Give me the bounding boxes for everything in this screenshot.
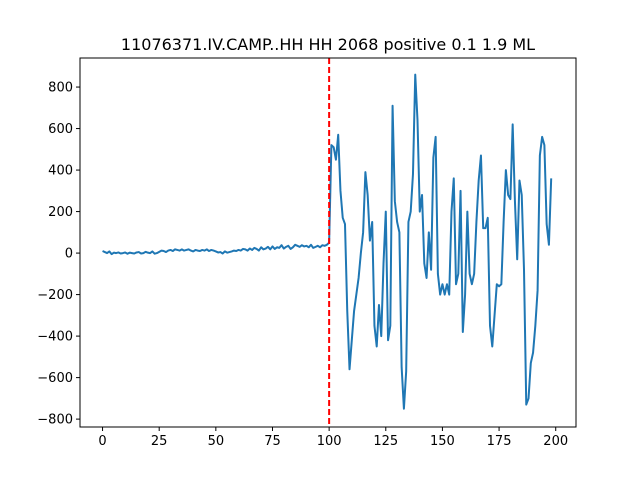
y-tick-label: 400 [48, 164, 73, 179]
axes: 0 25 50 75 100 125 150 175 200 −800 −600 −400 −200 0 2… [37, 57, 577, 449]
y-tick-label: −200 [37, 288, 73, 303]
y-tick-label: −800 [37, 413, 73, 428]
x-tick-label: 175 [487, 434, 512, 449]
y-tick-label: 600 [48, 122, 73, 137]
x-tick-label: 150 [430, 434, 455, 449]
plot-area [102, 58, 553, 427]
axes-frame [79, 57, 577, 428]
x-tick-label: 75 [264, 434, 281, 449]
x-tick-label: 0 [98, 434, 106, 449]
x-tick-label: 25 [151, 434, 168, 449]
chart-title: 11076371.IV.CAMP..HH HH 2068 positive 0.… [121, 35, 535, 54]
y-tick-label: 0 [65, 247, 73, 262]
series-line-0 [102, 73, 553, 410]
x-tick-label: 125 [373, 434, 398, 449]
x-tick-label: 200 [543, 434, 568, 449]
y-tick-label: 200 [48, 205, 73, 220]
x-tick-label: 50 [208, 434, 225, 449]
y-tick-label: −600 [37, 371, 73, 386]
y-tick-label: −400 [37, 330, 73, 345]
x-tick-label: 100 [317, 434, 342, 449]
y-tick-label: 800 [48, 81, 73, 96]
